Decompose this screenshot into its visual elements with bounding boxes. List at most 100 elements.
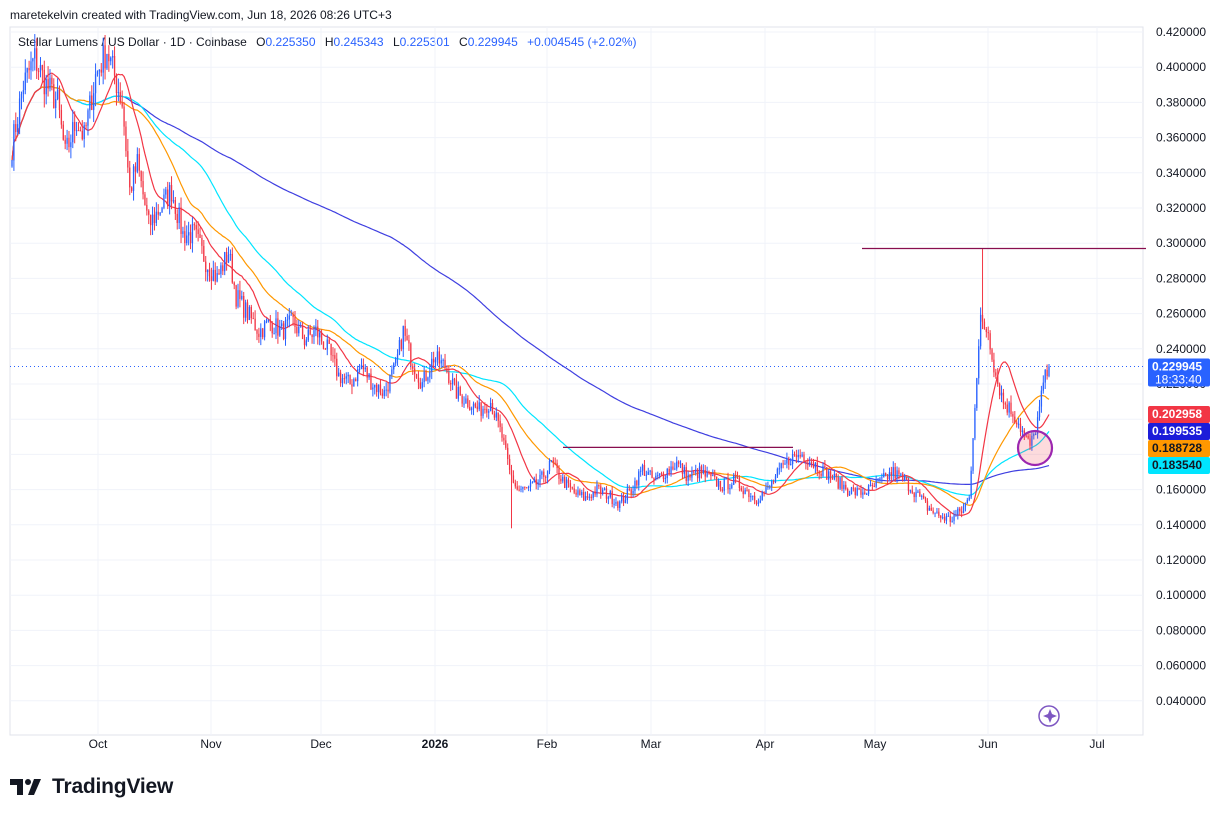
candle-body [753, 495, 756, 501]
candle-body [569, 483, 572, 488]
candle-body [879, 478, 881, 480]
candle-body [104, 45, 106, 69]
candle-body [32, 58, 34, 62]
y-tick-label: 0.240000 [1156, 342, 1206, 356]
candle-body [338, 372, 340, 377]
candle-body [664, 478, 667, 480]
candle-body [336, 358, 338, 377]
candle-body [334, 355, 336, 359]
candle-body [782, 463, 784, 465]
candle-body [736, 477, 739, 479]
candle-body [799, 454, 801, 457]
ma-long-line [11, 85, 1050, 496]
candle-body [218, 273, 220, 275]
candle-body [370, 373, 372, 390]
candle-body [550, 460, 553, 462]
candle-body [81, 130, 83, 140]
candle-body [710, 474, 712, 477]
candle-body [170, 185, 173, 202]
candle-body [187, 232, 190, 236]
low-value: 0.225301 [399, 35, 450, 49]
candle-body [324, 348, 327, 350]
candle-body [945, 516, 948, 521]
ma-200-line [11, 85, 1050, 485]
candle-body [900, 473, 902, 475]
candle-body [617, 501, 619, 509]
candle-body [332, 355, 334, 357]
candle-body [968, 497, 970, 500]
candle-body [674, 468, 676, 470]
candle-body [311, 334, 313, 338]
candle-body [51, 77, 53, 85]
candle-body [248, 306, 251, 321]
candle-body [222, 265, 224, 272]
candle-body [890, 472, 893, 476]
candle-body [603, 488, 606, 490]
candle-body [881, 477, 883, 479]
candle-body [896, 470, 898, 478]
candle-body [486, 409, 488, 413]
candle-body [328, 339, 330, 344]
candle-body [330, 343, 332, 356]
overlays [10, 247, 1146, 727]
candle-body [493, 414, 496, 418]
candle-body [357, 369, 359, 382]
candle-body [812, 463, 815, 468]
candle-body [991, 349, 993, 360]
candle-body [258, 333, 260, 337]
candle-body [985, 329, 987, 333]
candle-body [402, 326, 404, 350]
candle-body [837, 476, 839, 489]
candle-body [451, 378, 454, 385]
candle-body [193, 224, 195, 226]
candle-body [163, 194, 165, 208]
candle-body [516, 486, 518, 490]
candle-body [256, 330, 258, 334]
candle-body [191, 224, 194, 244]
candle-body [1010, 402, 1012, 415]
tradingview-logo[interactable]: TradingView [10, 775, 173, 799]
candle-body [567, 479, 570, 484]
price-label: 0.183540 [1148, 456, 1210, 474]
candle-body [70, 142, 72, 148]
candle-body [279, 326, 281, 336]
candle-body [685, 467, 687, 481]
candle-body [622, 496, 625, 503]
candle-body [507, 447, 509, 460]
candle-body [590, 496, 592, 498]
candle-body [505, 440, 507, 448]
y-tick-label: 0.380000 [1156, 95, 1206, 109]
candle-body [562, 476, 564, 482]
candle-body [784, 463, 786, 465]
candle-body [448, 372, 450, 384]
candle-body [87, 110, 89, 126]
candle-body [717, 480, 720, 487]
candle-body [132, 166, 135, 191]
candle-body [309, 329, 311, 335]
tradingview-logo-icon [10, 779, 41, 795]
candle-body [564, 476, 566, 488]
open-value: 0.225350 [265, 35, 316, 49]
candle-body [467, 398, 469, 408]
candle-body [746, 489, 748, 491]
candle-body [621, 496, 623, 502]
candle-body [577, 490, 579, 495]
candle-body [440, 360, 442, 364]
candle-body [1029, 438, 1031, 446]
candle-body [687, 474, 689, 481]
candle-body [189, 232, 192, 244]
candle-body [267, 319, 270, 322]
candle-body [676, 461, 678, 469]
candle-body [1025, 435, 1027, 437]
candle-body [446, 368, 448, 373]
candle-body [24, 72, 26, 91]
candle-body [233, 282, 235, 286]
candle-body [998, 383, 1001, 396]
candle-body [174, 200, 177, 214]
candle-body [60, 110, 63, 125]
candle-body [358, 368, 361, 370]
price-label-text: 0.183540 [1152, 458, 1202, 472]
y-tick-label: 0.400000 [1156, 60, 1206, 74]
candle-body [641, 465, 644, 471]
